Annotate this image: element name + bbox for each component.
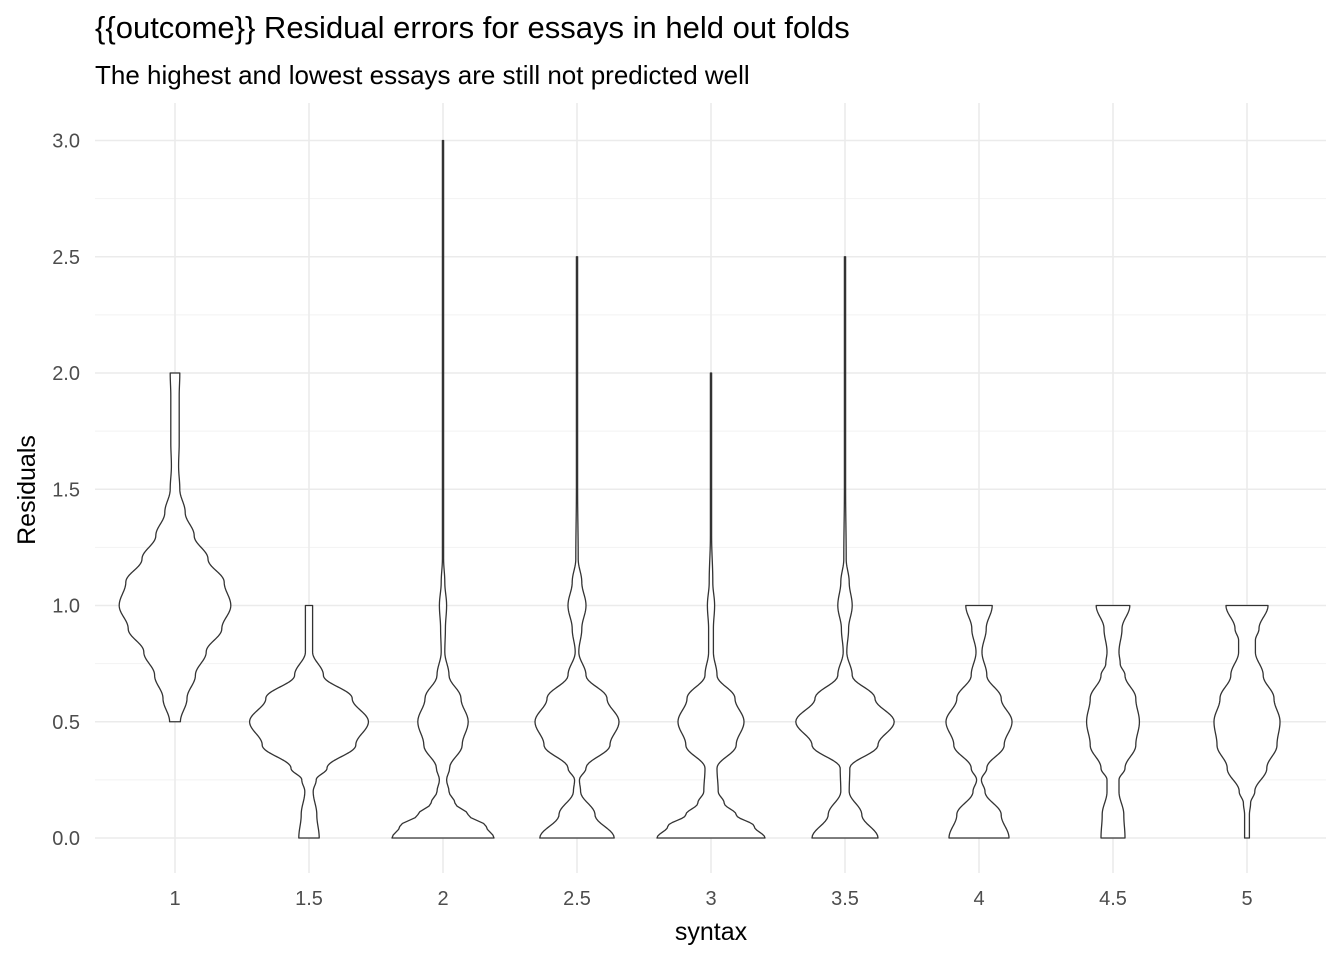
violin-4 [945,604,1013,839]
y-tick-label: 1.5 [52,479,80,501]
y-tick-label: 3.0 [52,131,80,153]
violin-4.5 [1085,604,1141,839]
y-axis-ticks: 0.0 0.5 1.0 1.5 2.0 2.5 3.0 [52,131,80,851]
y-axis-title: Residuals [13,435,41,545]
violin-5 [1213,604,1281,839]
y-tick-label: 2.5 [52,247,80,269]
x-axis-title: syntax [675,918,748,946]
x-tick-label: 2.5 [563,888,591,910]
violin-1.5 [248,604,370,839]
violins [118,139,1281,839]
x-tick-label: 4.5 [1099,888,1127,910]
y-tick-label: 2.0 [52,363,80,385]
violin-3 [656,372,766,839]
x-tick-label: 3.5 [831,888,859,910]
x-tick-label: 4 [973,888,984,910]
x-tick-label: 1.5 [295,888,323,910]
violin-2.5 [534,256,620,839]
x-axis-ticks: 1 1.5 2 2.5 3 3.5 4 4.5 5 [169,888,1252,910]
violin-1 [118,372,232,723]
x-tick-label: 5 [1241,888,1252,910]
y-tick-label: 0.5 [52,712,80,734]
y-tick-label: 0.0 [52,828,80,850]
x-tick-label: 1 [169,888,180,910]
chart-subtitle: The highest and lowest essays are still … [95,60,750,90]
x-tick-label: 2 [437,888,448,910]
chart-title: {{outcome}} Residual errors for essays i… [95,10,850,45]
violin-2 [391,139,495,839]
y-tick-label: 1.0 [52,596,80,618]
x-tick-label: 3 [705,888,716,910]
violin-3.5 [795,256,895,839]
